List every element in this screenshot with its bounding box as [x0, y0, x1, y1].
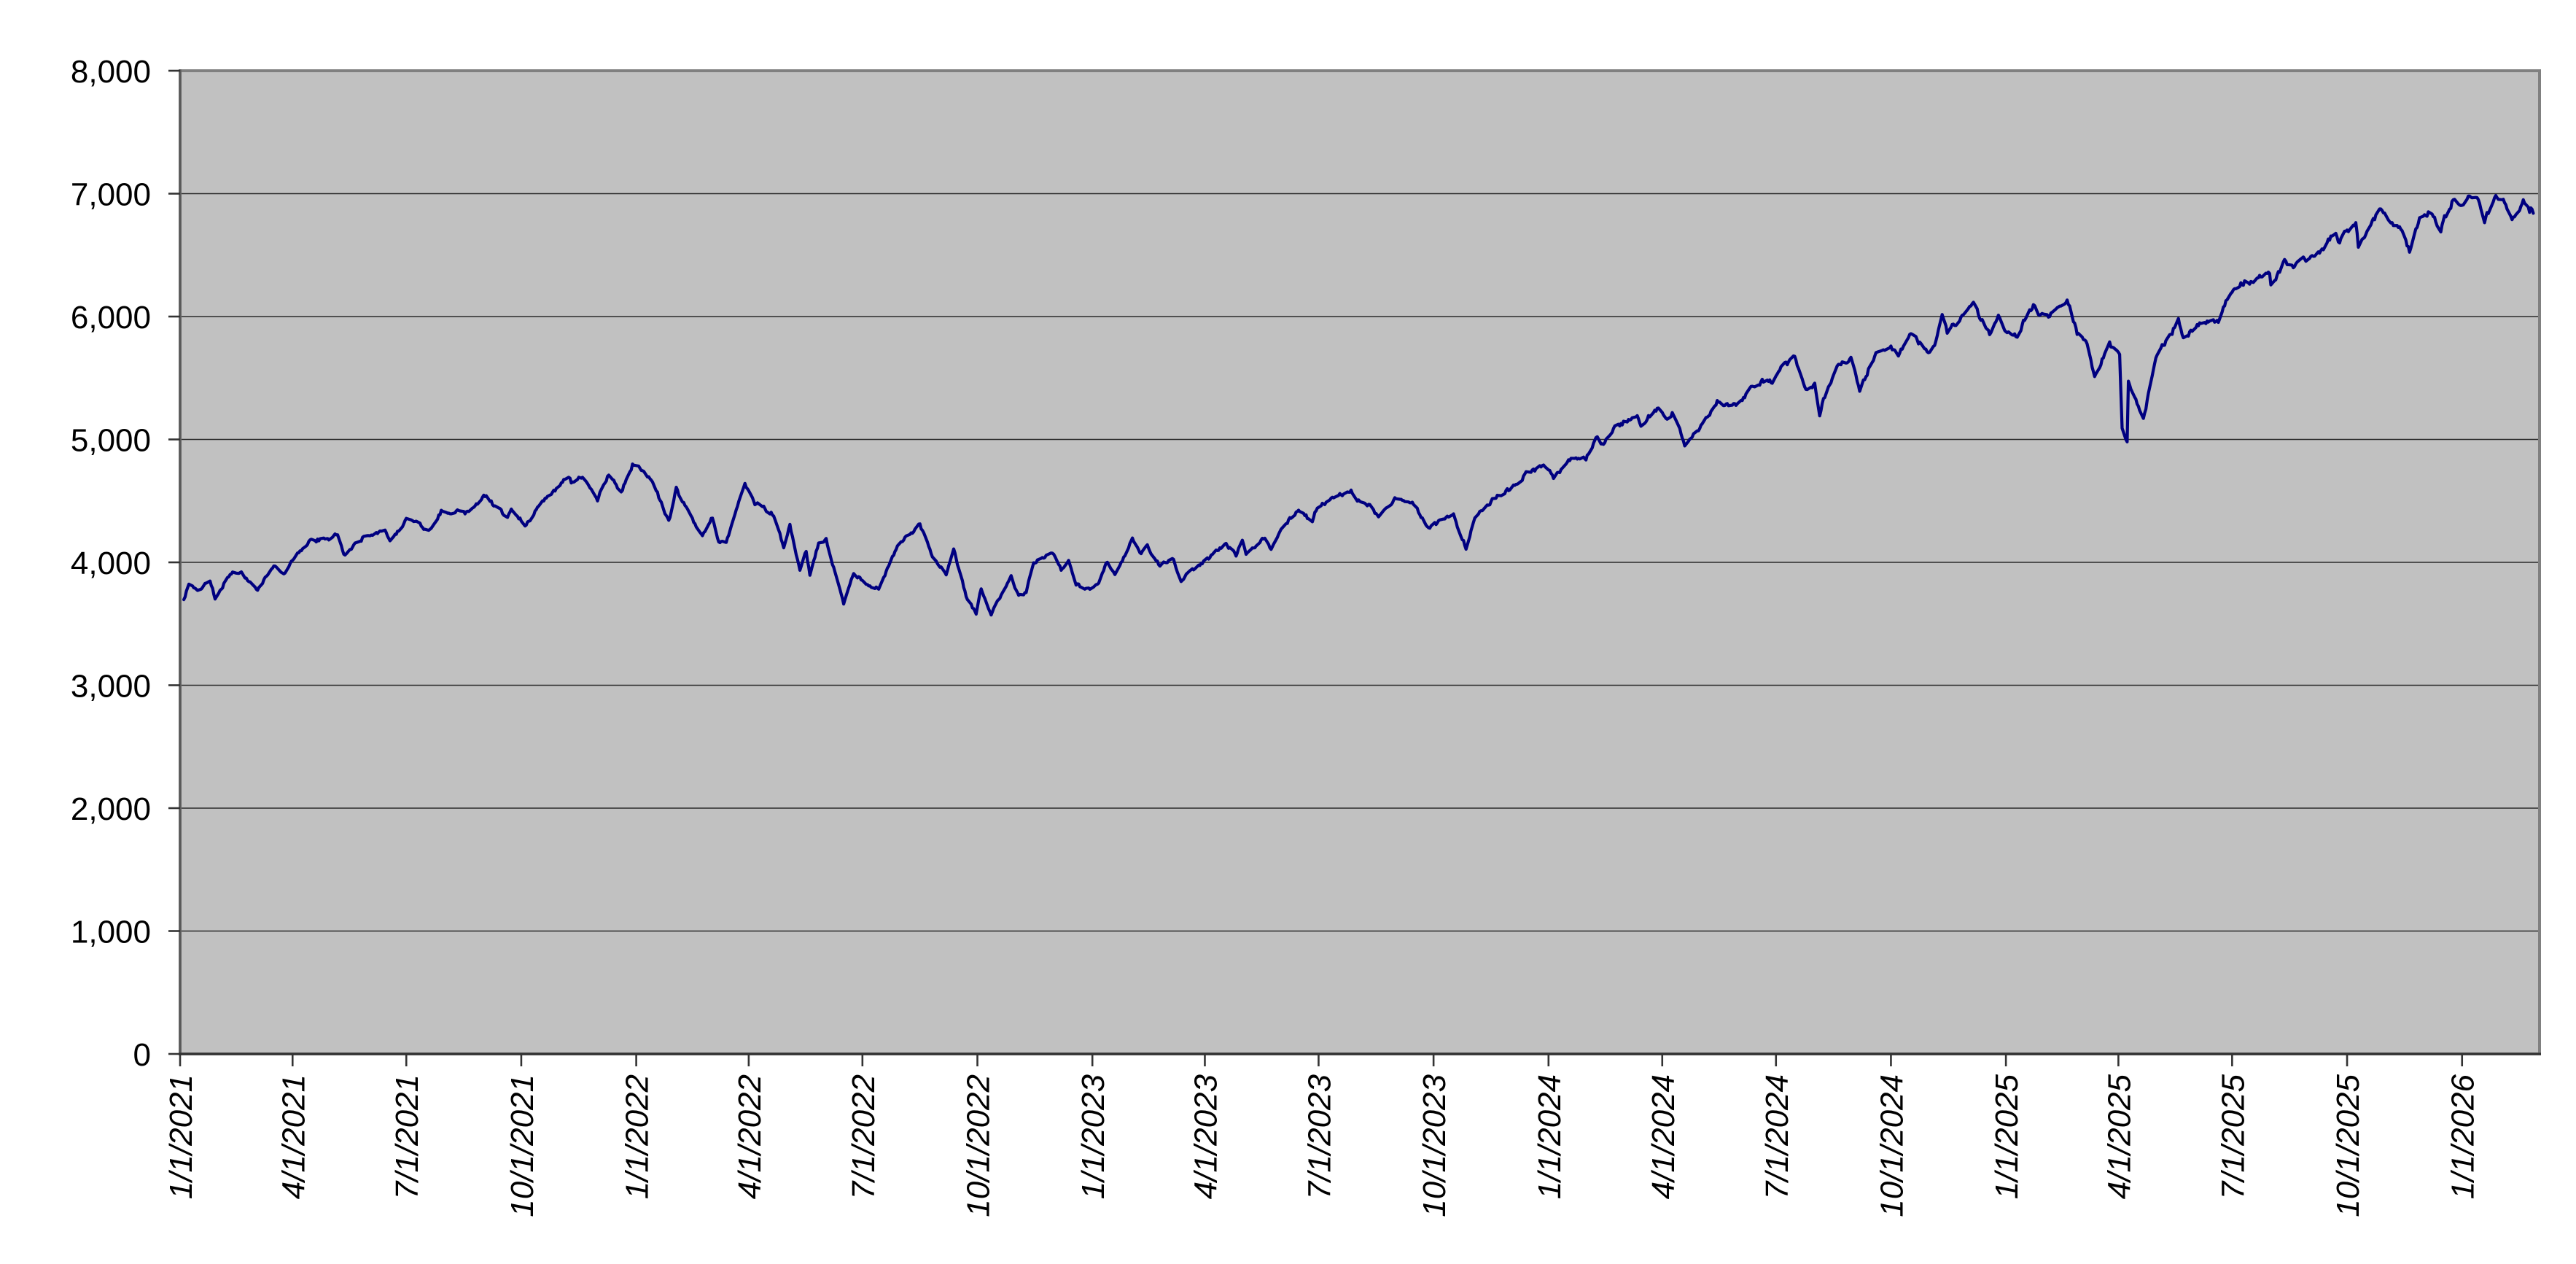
- x-axis-label: 1/1/2026: [2445, 1074, 2481, 1199]
- x-axis-label: 1/1/2021: [163, 1074, 199, 1199]
- x-axis-label: 7/1/2024: [1759, 1074, 1795, 1199]
- y-axis-label: 1,000: [71, 915, 151, 950]
- x-axis-label: 7/1/2021: [389, 1074, 425, 1199]
- x-axis-label: 10/1/2021: [505, 1074, 540, 1217]
- x-axis-label: 4/1/2022: [732, 1074, 768, 1199]
- x-axis-label: 1/1/2022: [620, 1074, 655, 1199]
- x-axis-label: 10/1/2025: [2330, 1074, 2366, 1217]
- x-axis-label: 4/1/2023: [1188, 1074, 1223, 1199]
- y-axis-label: 2,000: [71, 791, 151, 827]
- gridlines: [180, 193, 2540, 932]
- x-axis-label: 7/1/2023: [1301, 1074, 1337, 1199]
- x-axis-label: 1/1/2024: [1532, 1074, 1568, 1199]
- x-axis-label: 10/1/2023: [1417, 1074, 1452, 1217]
- x-axis-label: 10/1/2022: [961, 1074, 997, 1217]
- x-axis-label: 4/1/2025: [2101, 1074, 2137, 1199]
- x-axis-label: 4/1/2024: [1646, 1074, 1681, 1199]
- price-line: [182, 193, 2535, 617]
- x-axis-label: 7/1/2022: [846, 1074, 882, 1199]
- y-axis-label: 7,000: [71, 177, 151, 213]
- y-axis-label: 4,000: [71, 546, 151, 581]
- x-axis-label: 1/1/2023: [1075, 1074, 1111, 1199]
- y-axis-label: 8,000: [71, 54, 151, 90]
- x-axis-label: 10/1/2024: [1874, 1074, 1910, 1217]
- y-axis-label: 5,000: [71, 423, 151, 459]
- x-axis-label: 7/1/2025: [2215, 1074, 2251, 1199]
- x-axis-label: 1/1/2025: [1989, 1074, 2025, 1199]
- y-axis-label: 6,000: [71, 300, 151, 336]
- chart-canvas: 0 1,000 2,000 3,000 4,000 5,000 6,000 7,000 8,00…: [71, 54, 2541, 1217]
- y-axis-label: 0: [133, 1037, 151, 1073]
- x-axis: 1/1/2021 4/1/2021 7/1/2021 10/1/2021 1/1/202…: [163, 1054, 2481, 1217]
- y-axis-label: 3,000: [71, 669, 151, 705]
- y-axis: 0 1,000 2,000 3,000 4,000 5,000 6,000 7,000 8,00…: [71, 54, 180, 1073]
- x-axis-label: 4/1/2021: [276, 1074, 311, 1199]
- stock-index-line-chart: 0 1,000 2,000 3,000 4,000 5,000 6,000 7,000 8,00…: [29, 12, 2547, 1241]
